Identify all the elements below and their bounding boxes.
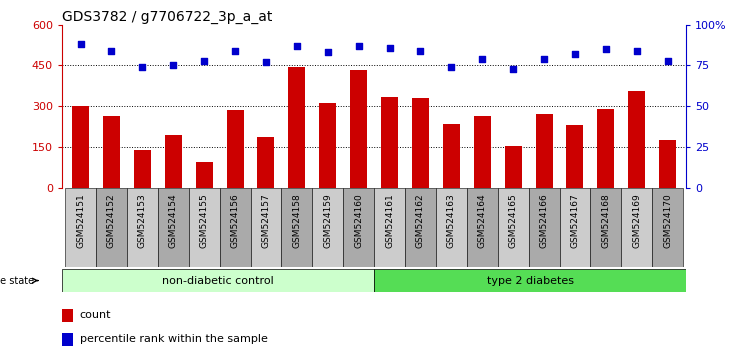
Bar bbox=[343, 188, 374, 267]
Text: count: count bbox=[80, 310, 111, 320]
Bar bbox=[62, 309, 73, 322]
Text: GSM524156: GSM524156 bbox=[231, 193, 239, 248]
Bar bbox=[498, 188, 529, 267]
Text: GSM524169: GSM524169 bbox=[632, 193, 641, 248]
Point bbox=[662, 58, 674, 63]
Point bbox=[229, 48, 241, 54]
Bar bbox=[62, 333, 73, 346]
Bar bbox=[381, 97, 398, 188]
Point bbox=[600, 46, 612, 52]
Point bbox=[167, 63, 179, 68]
Bar bbox=[405, 188, 436, 267]
Text: GSM524166: GSM524166 bbox=[539, 193, 548, 248]
Point bbox=[569, 51, 581, 57]
Text: GSM524170: GSM524170 bbox=[663, 193, 672, 248]
Point bbox=[291, 43, 303, 49]
Point bbox=[477, 56, 488, 62]
Bar bbox=[559, 188, 591, 267]
Bar bbox=[220, 188, 250, 267]
Bar bbox=[189, 188, 220, 267]
Text: GSM524158: GSM524158 bbox=[293, 193, 301, 248]
Point bbox=[384, 45, 396, 50]
Text: GSM524165: GSM524165 bbox=[509, 193, 518, 248]
Bar bbox=[258, 137, 274, 188]
Text: GSM524154: GSM524154 bbox=[169, 193, 178, 248]
Point bbox=[137, 64, 148, 70]
Point bbox=[260, 59, 272, 65]
Point bbox=[106, 48, 118, 54]
Text: GSM524161: GSM524161 bbox=[385, 193, 394, 248]
Bar bbox=[158, 188, 189, 267]
Point bbox=[631, 48, 642, 54]
Bar bbox=[165, 135, 182, 188]
Bar bbox=[96, 188, 127, 267]
Bar bbox=[443, 124, 460, 188]
Text: disease state: disease state bbox=[0, 275, 34, 286]
Bar bbox=[282, 188, 312, 267]
Bar bbox=[127, 188, 158, 267]
Text: GDS3782 / g7706722_3p_a_at: GDS3782 / g7706722_3p_a_at bbox=[62, 10, 272, 24]
Bar bbox=[103, 116, 120, 188]
Bar bbox=[226, 110, 244, 188]
Text: type 2 diabetes: type 2 diabetes bbox=[487, 275, 574, 286]
Bar bbox=[374, 188, 405, 267]
Point bbox=[445, 64, 457, 70]
Bar bbox=[196, 162, 212, 188]
Text: non-diabetic control: non-diabetic control bbox=[162, 275, 274, 286]
Bar bbox=[65, 188, 96, 267]
Bar bbox=[350, 70, 367, 188]
Text: GSM524164: GSM524164 bbox=[477, 193, 487, 248]
Bar bbox=[412, 98, 429, 188]
Text: GSM524163: GSM524163 bbox=[447, 193, 456, 248]
Bar bbox=[504, 145, 522, 188]
Point bbox=[322, 50, 334, 55]
Point bbox=[415, 48, 426, 54]
Point bbox=[199, 58, 210, 63]
Text: GSM524152: GSM524152 bbox=[107, 193, 116, 248]
Bar bbox=[659, 140, 676, 188]
Bar bbox=[536, 114, 553, 188]
Bar bbox=[529, 188, 559, 267]
Bar bbox=[621, 188, 652, 267]
Text: GSM524157: GSM524157 bbox=[261, 193, 271, 248]
Text: percentile rank within the sample: percentile rank within the sample bbox=[80, 335, 267, 344]
Bar bbox=[652, 188, 683, 267]
Bar bbox=[72, 106, 89, 188]
Bar bbox=[62, 269, 374, 292]
Text: GSM524168: GSM524168 bbox=[602, 193, 610, 248]
Text: GSM524162: GSM524162 bbox=[416, 193, 425, 248]
Bar bbox=[597, 109, 615, 188]
Bar bbox=[288, 67, 305, 188]
Text: GSM524151: GSM524151 bbox=[76, 193, 85, 248]
Text: GSM524153: GSM524153 bbox=[138, 193, 147, 248]
Bar bbox=[629, 91, 645, 188]
Bar bbox=[566, 125, 583, 188]
Bar bbox=[134, 150, 151, 188]
Point bbox=[74, 41, 86, 47]
Bar bbox=[474, 116, 491, 188]
Point bbox=[353, 43, 364, 49]
Text: GSM524160: GSM524160 bbox=[354, 193, 364, 248]
Point bbox=[538, 56, 550, 62]
Bar bbox=[591, 188, 621, 267]
Bar bbox=[312, 188, 343, 267]
Bar bbox=[319, 103, 337, 188]
Point bbox=[507, 66, 519, 72]
Text: GSM524167: GSM524167 bbox=[570, 193, 580, 248]
Bar bbox=[466, 188, 498, 267]
Bar bbox=[374, 269, 686, 292]
Text: GSM524159: GSM524159 bbox=[323, 193, 332, 248]
Bar bbox=[250, 188, 282, 267]
Text: GSM524155: GSM524155 bbox=[200, 193, 209, 248]
Bar bbox=[436, 188, 466, 267]
